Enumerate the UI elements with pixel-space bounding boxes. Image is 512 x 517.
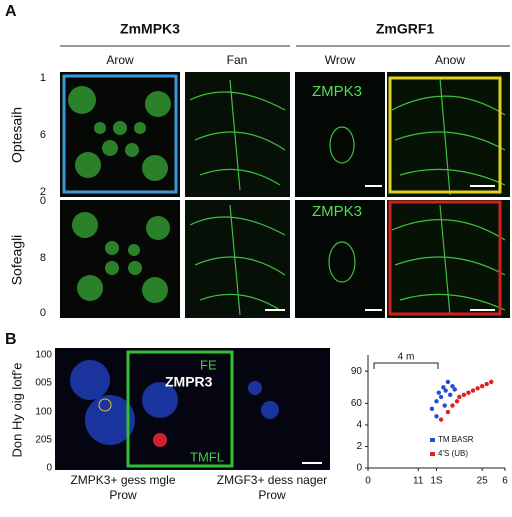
y-tick-label: 2 — [356, 441, 362, 452]
legend-swatch — [430, 452, 435, 456]
point — [489, 379, 494, 385]
point — [479, 384, 485, 389]
y-tick-label: 60 — [351, 398, 363, 409]
column-label: Wrow — [325, 53, 356, 67]
x-tick-label: 0 — [365, 476, 371, 487]
point — [450, 403, 455, 408]
row-label: Sofeagli — [9, 235, 25, 286]
y-tick: 0 — [46, 463, 52, 474]
point — [429, 406, 435, 412]
caption: ZMPK3+ gess mgle — [70, 473, 175, 487]
row-tick: 0 — [40, 195, 46, 207]
column-label: Fan — [227, 53, 248, 67]
caption: Prow — [109, 488, 137, 502]
row-tick: 2 — [40, 186, 46, 198]
point — [450, 384, 455, 389]
y-tick-label: 90 — [351, 366, 363, 377]
point — [466, 390, 471, 395]
point — [475, 386, 480, 391]
row-tick: 1 — [40, 72, 46, 84]
point — [434, 399, 439, 404]
row-label: Optesaih — [9, 107, 25, 163]
x-tick-label: 11 — [413, 476, 424, 487]
image-label: ZMPR3 — [165, 374, 213, 390]
point — [448, 392, 453, 398]
point — [484, 381, 489, 387]
caption: ZMGF3+ dess nager — [217, 473, 327, 487]
row-tick: 0 — [40, 307, 46, 319]
row-tick: 6 — [40, 129, 46, 141]
point — [438, 394, 444, 400]
point — [445, 409, 451, 415]
group-title: ZmMPK3 — [120, 21, 180, 37]
column-label: Anow — [435, 53, 465, 67]
y-label: Don Hy oig lotf'e — [9, 363, 24, 458]
confocal-image — [55, 348, 330, 470]
y-tick: 100 — [35, 350, 52, 361]
micrographs — [60, 72, 510, 318]
column-label: Arow — [106, 53, 134, 67]
bracket — [373, 362, 439, 369]
y-tick: 005 — [35, 378, 52, 389]
point — [445, 379, 451, 385]
legend-label: TM BASR — [438, 435, 474, 444]
inset-label: ZMPK3 — [312, 203, 362, 220]
inset-label: ZMPK3 — [312, 83, 362, 100]
point — [457, 394, 462, 400]
panel-label: A — [5, 3, 17, 20]
point — [442, 403, 447, 408]
legend-swatch — [430, 438, 435, 442]
point — [454, 399, 460, 404]
legend-label: 4'S (UB) — [438, 449, 468, 458]
image-label: TMFL — [190, 449, 224, 464]
caption: Prow — [258, 488, 286, 502]
x-tick-label: 25 — [477, 476, 489, 487]
point — [452, 387, 457, 392]
panel-label: B — [5, 331, 17, 348]
y-tick-label: 4 — [356, 420, 362, 431]
group-title: ZmGRF1 — [376, 21, 435, 37]
row-tick: 8 — [40, 252, 46, 264]
x-tick-label: 1S — [430, 476, 443, 487]
x-tick-label: 6 — [502, 476, 508, 487]
point — [434, 414, 439, 419]
point — [470, 388, 476, 393]
point — [438, 417, 444, 422]
point — [436, 390, 441, 395]
point — [441, 385, 446, 390]
annotation: 4 m — [398, 352, 415, 363]
image-label: FE — [200, 357, 217, 372]
y-tick-label: 0 — [356, 463, 362, 474]
y-tick: 100 — [35, 407, 52, 418]
point — [443, 388, 448, 393]
y-tick: 205 — [35, 435, 52, 446]
point — [461, 392, 467, 398]
